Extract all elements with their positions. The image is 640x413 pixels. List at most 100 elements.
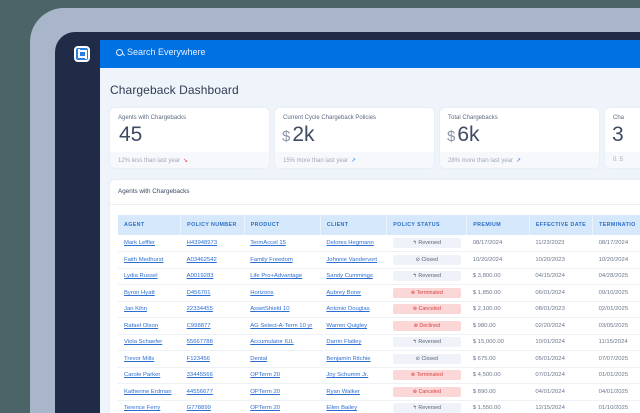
premium-cell: $ 1,850.00 [472, 289, 501, 296]
trend-up-icon: ↗ [351, 158, 357, 164]
col-effective-date[interactable]: EFFECTIVE DATE [529, 215, 594, 235]
stat-card-partial: Cha 3 0. 5 [605, 108, 640, 168]
product-link[interactable]: Accumulator IUL [250, 339, 294, 346]
chargebacks-table: AGENT POLICY NUMBER PRODUCT CLIENT POLIC… [118, 215, 640, 413]
policy-number-link[interactable]: 44556677 [186, 388, 213, 395]
product-link[interactable]: AssetShield 10 [250, 306, 290, 313]
agent-link[interactable]: Mark Leffler [124, 240, 155, 246]
effective-date-cell: 12/15/2024 [535, 405, 565, 412]
client-link[interactable]: Darrin Flatley [326, 339, 362, 346]
col-policy-status[interactable]: POLICY STATUS [386, 215, 468, 235]
policy-number-link[interactable]: D456701 [186, 289, 211, 296]
status-badge: ⊗ Canceled [392, 304, 461, 315]
product-link[interactable]: Life Pro+Advantage [250, 273, 303, 280]
status-icon: ⊗ [412, 388, 418, 395]
client-link[interactable]: Warren Quigley [326, 322, 368, 329]
table-row[interactable]: Carole Parker 33445566 OPTerm 20 Joy Sch… [118, 367, 640, 384]
stat-footer: 28% more than last year ↗ [440, 152, 599, 168]
agent-link[interactable]: Faith Medhurst [124, 256, 164, 263]
product-link[interactable]: OPTerm 20 [250, 372, 280, 379]
client-link[interactable]: Sandy Cummings [326, 273, 373, 280]
product-link[interactable]: OPTerm 20 [250, 388, 280, 395]
stat-footer: 0. 5 [605, 152, 640, 168]
effective-date-cell: 07/01/2024 [535, 372, 565, 379]
termination-date-cell: 11/15/2024 [598, 339, 628, 346]
table-row[interactable]: Terence Ferry G778899 OPTerm 20 Ellen Ba… [118, 400, 640, 413]
col-policy-number[interactable]: POLICY NUMBER [180, 215, 245, 235]
product-link[interactable]: Family Freedom [250, 256, 293, 263]
global-search[interactable]: Search Everywhere [116, 47, 206, 57]
status-icon: ↰ [412, 339, 417, 346]
policy-number-link[interactable]: C998877 [186, 322, 211, 329]
table-header-row: AGENT POLICY NUMBER PRODUCT CLIENT POLIC… [118, 215, 640, 235]
agent-link[interactable]: Terence Ferry [124, 405, 161, 412]
agent-link[interactable]: Katherine Erdman [124, 388, 172, 395]
policy-number-link[interactable]: 22334455 [186, 306, 213, 313]
col-termination-date[interactable]: TERMINATIO [592, 215, 640, 235]
client-link[interactable]: Benjamin Ritchie [326, 355, 371, 362]
premium-cell: $ 1,550.00 [472, 405, 501, 412]
agent-link[interactable]: Jan Kihn [124, 306, 147, 313]
product-link[interactable]: Dental [250, 355, 268, 362]
status-badge: ↰ Reversed [392, 238, 461, 248]
table-row[interactable]: Byron Hyatt D456701 Horizons Aubrey Bore… [118, 285, 640, 301]
effective-date-cell: 08/01/2023 [535, 306, 565, 313]
policy-number-link[interactable]: 55667788 [186, 339, 213, 346]
client-link[interactable]: Ryan Walker [326, 388, 360, 395]
premium-cell: $ 15,000.00 [472, 339, 504, 346]
stat-card-agents: Agents with Chargebacks 45 12% less than… [110, 108, 269, 168]
table-row[interactable]: Faith Medhurst A03462542 Family Freedom … [118, 252, 640, 268]
status-badge: ↰ Reversed [392, 271, 461, 282]
client-link[interactable]: Ellen Bailey [326, 405, 358, 412]
table-row[interactable]: Viola Schaefer 55667788 Accumulator IUL … [118, 334, 640, 351]
policy-number-link[interactable]: H43948973 [186, 240, 218, 246]
agent-link[interactable]: Lydia Russel [124, 273, 158, 280]
search-placeholder[interactable]: Search Everywhere [127, 47, 206, 57]
product-link[interactable]: TermAccel 15 [250, 240, 286, 246]
divider [110, 204, 640, 205]
agent-link[interactable]: Byron Hyatt [124, 289, 155, 296]
product-link[interactable]: OPTerm 20 [250, 405, 280, 412]
agent-link[interactable]: Carole Parker [124, 372, 161, 379]
client-link[interactable]: Joy Schumm Jr. [326, 372, 369, 379]
table-row[interactable]: Lydia Russel A0019283 Life Pro+Advantage… [118, 268, 640, 285]
policy-number-link[interactable]: G778899 [186, 405, 211, 412]
stat-card-current-cycle: Current Cycle Chargeback Policies $2k 15… [275, 108, 434, 168]
stat-label: Current Cycle Chargeback Policies [283, 115, 377, 121]
col-product[interactable]: PRODUCT [244, 215, 321, 235]
stat-value: $2k [282, 123, 315, 146]
policy-number-link[interactable]: A03462542 [186, 256, 217, 263]
policy-number-link[interactable]: A0019283 [186, 273, 214, 280]
agents-chargebacks-panel: Agents with Chargebacks AGENT POLICY NUM… [110, 180, 640, 413]
app-logo-icon[interactable] [74, 46, 90, 62]
agent-link[interactable]: Trevor Mills [124, 355, 155, 362]
client-link[interactable]: Johnnie Vandervort [326, 256, 378, 263]
agent-link[interactable]: Rafael Olson [124, 322, 159, 329]
effective-date-cell: 10/20/2023 [535, 256, 565, 263]
table-row[interactable]: Mark Leffler H43948973 TermAccel 15 Delo… [118, 235, 640, 252]
client-link[interactable]: Delores Hegmann [326, 240, 374, 246]
col-agent[interactable]: AGENT [118, 215, 182, 235]
trend-down-icon: ↘ [183, 158, 189, 164]
stat-footer: 12% less than last year ↘ [110, 152, 269, 168]
agent-link[interactable]: Viola Schaefer [124, 339, 163, 346]
table-row[interactable]: Rafael Olson C998877 AG Select-A-Term 10… [118, 318, 640, 334]
client-link[interactable]: Aubrey Borer [326, 289, 362, 296]
effective-date-cell: 04/15/2024 [535, 273, 565, 280]
page-title: Chargeback Dashboard [110, 83, 239, 97]
status-badge: ↰ Reversed [392, 403, 461, 413]
col-premium[interactable]: PREMIUM [466, 215, 530, 235]
policy-number-link[interactable]: F123456 [186, 355, 210, 362]
table-row[interactable]: Jan Kihn 22334455 AssetShield 10 Antonio… [118, 301, 640, 318]
search-icon [116, 48, 123, 56]
effective-date-cell: 04/01/2024 [535, 388, 565, 395]
policy-number-link[interactable]: 33445566 [186, 372, 213, 379]
table-row[interactable]: Katherine Erdman 44556677 OPTerm 20 Ryan… [118, 384, 640, 400]
status-icon: ⊗ [412, 306, 418, 313]
client-link[interactable]: Antonio Douglas [326, 306, 370, 313]
product-link[interactable]: AG Select-A-Term 10 yr [250, 322, 313, 329]
product-link[interactable]: Horizons [250, 289, 274, 296]
col-client[interactable]: CLIENT [320, 215, 388, 235]
table-row[interactable]: Trevor Mills F123456 Dental Benjamin Rit… [118, 351, 640, 367]
panel-title: Agents with Chargebacks [118, 188, 190, 195]
